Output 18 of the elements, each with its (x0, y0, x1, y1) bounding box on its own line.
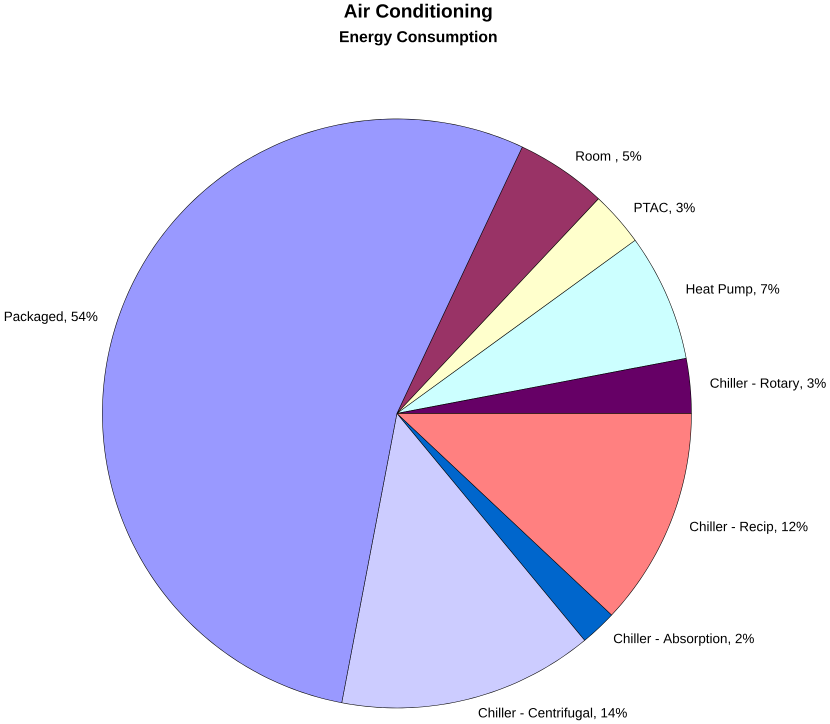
data-label: , 3% (670, 202, 695, 214)
slice-label: Chiller - Recip (690, 521, 774, 534)
slice-label: Room (576, 151, 610, 161)
data-label: , 5% (616, 151, 642, 162)
chart-title: Air Conditioning (344, 4, 492, 22)
data-label: , 7% (754, 284, 780, 296)
data-label: , 12% (774, 522, 808, 533)
slice-label: PTAC (634, 202, 668, 212)
slice-label: Chiller - Rotary (710, 378, 800, 391)
slice-label: Packaged (4, 311, 63, 324)
data-label: , 54% (64, 312, 98, 323)
chart-subtitle: Energy Consumption (340, 30, 497, 46)
data-label: , 2% (728, 634, 754, 645)
data-label: , 3% (800, 378, 826, 390)
data-label: , 14% (594, 708, 627, 720)
slice-label: Chiller - Absorption (614, 633, 727, 646)
slice-label: Chiller - Centrifugal (478, 708, 592, 720)
slice-label: Heat Pump (686, 284, 752, 296)
